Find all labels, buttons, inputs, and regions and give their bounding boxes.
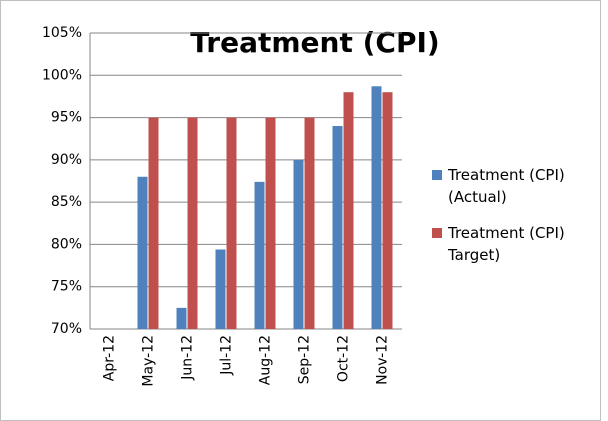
- bar: [215, 249, 226, 329]
- bar: [265, 117, 276, 329]
- x-tick-label: Oct-12: [336, 335, 352, 382]
- chart-title: Treatment (CPI): [190, 26, 439, 59]
- x-tick-label: Aug-12: [258, 335, 274, 385]
- x-tick-label: Apr-12: [102, 335, 118, 381]
- x-tick-label: May-12: [141, 335, 157, 387]
- bar: [254, 181, 265, 329]
- y-tick-label: 75%: [51, 279, 82, 295]
- bar: [343, 92, 354, 329]
- bar: [371, 86, 382, 329]
- bar: [148, 117, 159, 329]
- x-tick-label: Sep-12: [297, 335, 313, 384]
- bar: [304, 117, 315, 329]
- y-tick-label: 105%: [42, 25, 82, 41]
- bar: [137, 176, 148, 329]
- bar: [293, 159, 304, 329]
- bar: [187, 117, 198, 329]
- y-tick-label: 95%: [51, 110, 82, 126]
- legend-label: Treatment (CPI) (Actual): [448, 166, 565, 206]
- y-tick-label: 80%: [51, 236, 82, 252]
- bar: [382, 92, 393, 329]
- y-tick-label: 100%: [42, 67, 82, 83]
- x-tick-label: Jun-12: [180, 335, 196, 381]
- x-tick-label: Nov-12: [375, 335, 391, 385]
- x-tick-label: Jul-12: [219, 335, 235, 376]
- legend-item: Treatment (CPI) Target): [432, 222, 597, 266]
- bar: [226, 117, 237, 329]
- bar: [176, 307, 187, 329]
- y-tick-label: 70%: [51, 321, 82, 337]
- bar: [332, 126, 343, 330]
- legend-label: Treatment (CPI) Target): [448, 224, 565, 264]
- legend-swatch: [432, 228, 442, 238]
- y-tick-label: 85%: [51, 194, 82, 210]
- legend-swatch: [432, 170, 442, 180]
- legend-item: Treatment (CPI) (Actual): [432, 164, 597, 208]
- y-tick-label: 90%: [51, 152, 82, 168]
